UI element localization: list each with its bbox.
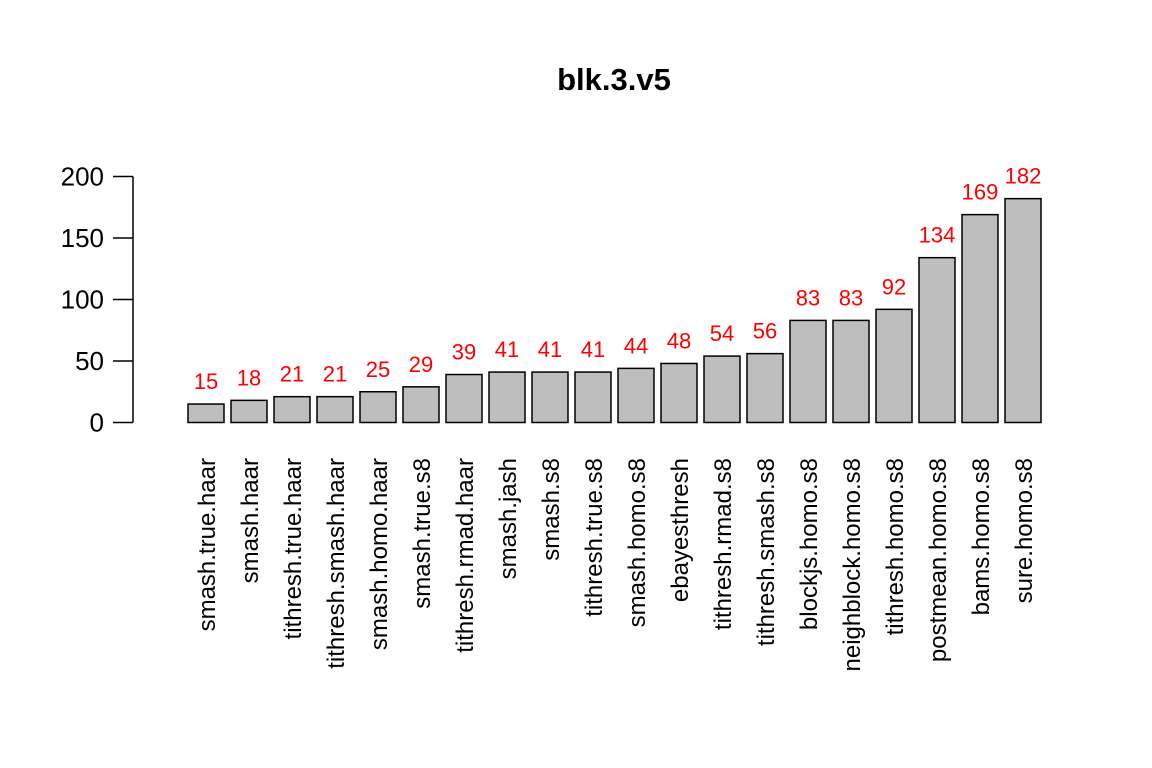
bar (918, 256, 956, 424)
category-label: neighblock.homo.s8 (839, 458, 866, 671)
bar (875, 308, 913, 424)
bar-value-label: 15 (194, 369, 218, 394)
bar (445, 373, 483, 424)
category-label: tithresh.smash.haar (323, 458, 350, 669)
category-label: tithresh.true.s8 (581, 458, 608, 617)
bar-value-label: 25 (366, 357, 390, 382)
category-label: tithresh.homo.s8 (882, 458, 909, 635)
bar-value-label: 41 (538, 337, 562, 362)
bar (703, 355, 741, 424)
y-tick-label: 100 (61, 285, 104, 315)
bar (531, 371, 569, 424)
y-tick-label: 0 (90, 408, 104, 438)
bar (230, 399, 268, 424)
bar (832, 319, 870, 424)
category-label: tithresh.rmad.haar (452, 458, 479, 653)
bar (402, 386, 440, 424)
bar (316, 395, 354, 424)
bar-value-label: 48 (667, 328, 691, 353)
bar-value-label: 54 (710, 321, 734, 346)
category-label: smash.s8 (538, 458, 565, 561)
bar-value-label: 18 (237, 365, 261, 390)
bar (789, 319, 827, 424)
bar (488, 371, 526, 424)
bar-value-label: 21 (323, 362, 347, 387)
y-tick-label: 200 (61, 162, 104, 192)
bar (746, 352, 784, 424)
bar-value-label: 44 (624, 333, 648, 358)
y-tick-label: 150 (61, 223, 104, 253)
category-labels-group: smash.true.haar smash.haar tithresh.true.h… (194, 458, 1038, 671)
bar-value-label: 83 (796, 285, 820, 310)
category-label: smash.haar (237, 458, 264, 583)
category-label: smash.true.haar (194, 458, 221, 631)
category-label: blockjs.homo.s8 (796, 458, 823, 630)
bar-value-label: 92 (882, 274, 906, 299)
bar-value-label: 41 (581, 337, 605, 362)
bar-value-label: 134 (919, 223, 956, 248)
bar (961, 213, 999, 424)
chart-title: blk.3.v5 (557, 62, 671, 97)
bar-value-label: 21 (280, 362, 304, 387)
bars-group (187, 197, 1042, 424)
bar (273, 395, 311, 424)
category-label: tithresh.true.haar (280, 458, 307, 639)
category-label: smash.homo.s8 (624, 458, 651, 627)
bar-value-label: 39 (452, 340, 476, 365)
bar-value-label: 169 (962, 180, 999, 205)
y-axis: 0 50 100 150 200 (61, 162, 134, 438)
bar-value-label: 182 (1005, 164, 1042, 189)
category-label: ebayesthresh (667, 458, 694, 602)
bar (617, 367, 655, 424)
category-label: sure.homo.s8 (1011, 458, 1038, 603)
category-label: smash.homo.haar (366, 458, 393, 650)
bar-value-label: 29 (409, 352, 433, 377)
bar (359, 391, 397, 424)
category-label: tithresh.smash.s8 (753, 458, 780, 646)
category-label: bams.homo.s8 (968, 458, 995, 615)
category-label: smash.jash (495, 458, 522, 579)
bar-value-label: 56 (753, 319, 777, 344)
category-label: smash.true.s8 (409, 458, 436, 609)
bar-value-label: 83 (839, 285, 863, 310)
category-label: postmean.homo.s8 (925, 458, 952, 662)
bar (660, 362, 698, 424)
bar (187, 403, 225, 424)
value-labels-group: 15 18 21 21 25 29 39 41 41 41 44 48 54 56 83 83 92 134169… (194, 164, 1042, 394)
bar (574, 371, 612, 424)
y-tick-label: 50 (75, 346, 104, 376)
bar (1004, 197, 1042, 424)
bar-value-label: 41 (495, 337, 519, 362)
category-label: tithresh.rmad.s8 (710, 458, 737, 630)
